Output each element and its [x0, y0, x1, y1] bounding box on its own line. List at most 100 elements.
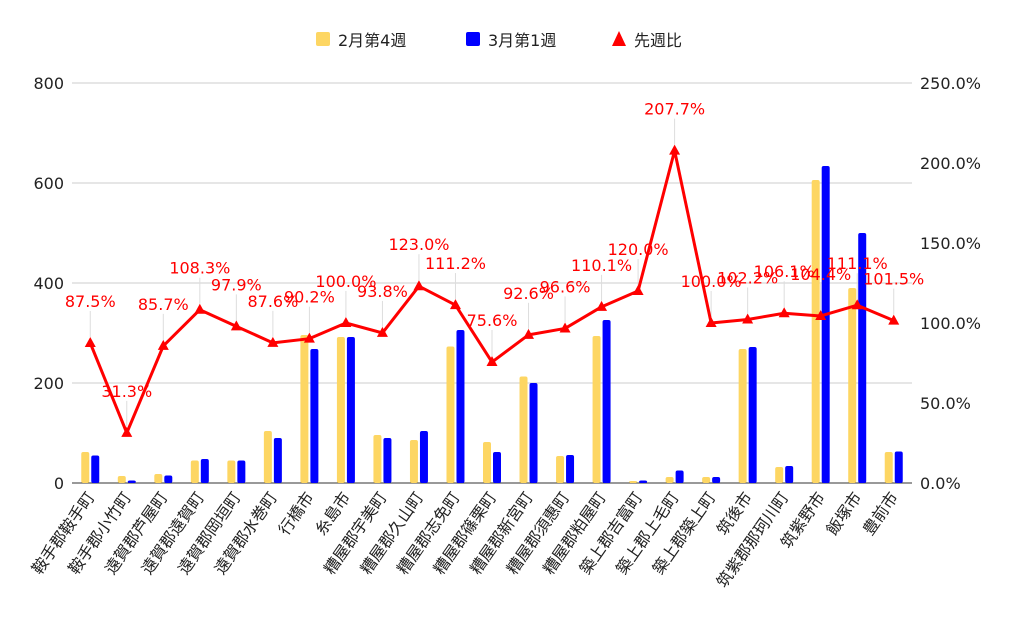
ratio-marker — [303, 332, 315, 343]
grid-lines — [72, 82, 912, 484]
bar-3月第1週 — [346, 337, 355, 483]
bar-2月第4週 — [592, 336, 601, 483]
ratio-data-label: 97.9% — [211, 275, 262, 294]
bar-3月第1週 — [639, 480, 648, 483]
bar-2月第4週 — [154, 474, 163, 483]
ratio-marker — [559, 322, 571, 333]
ratio-marker — [669, 144, 681, 155]
ratio-marker — [705, 317, 717, 327]
right-tick-label: 50.0% — [920, 394, 971, 413]
right-tick-label: 250.0% — [920, 74, 981, 93]
ratio-marker — [194, 303, 206, 314]
category-label: 飯塚市 — [822, 488, 865, 538]
bar-2月第4週 — [190, 460, 199, 483]
legend-triangle-icon — [612, 31, 626, 46]
bar-2月第4週 — [738, 349, 747, 483]
ratio-data-label: 102.2% — [717, 268, 778, 287]
ratio-data-label: 111.1% — [827, 254, 888, 273]
ratio-marker — [230, 320, 242, 331]
data-labels-group: 87.5%31.3%85.7%108.3%97.9%87.6%90.2%100.… — [65, 100, 924, 401]
left-tick-label: 800 — [33, 74, 64, 93]
bar-2月第4週 — [117, 476, 126, 483]
ratio-marker — [851, 299, 863, 310]
bar-3月第1週 — [419, 431, 428, 483]
right-tick-label: 200.0% — [920, 154, 981, 173]
ratio-marker — [778, 307, 790, 318]
category-label: 行橋市 — [275, 488, 318, 538]
bar-2月第4週 — [409, 440, 418, 483]
ratio-marker — [486, 356, 498, 367]
bar-3月第1週 — [200, 459, 209, 483]
bar-2月第4週 — [81, 452, 90, 483]
legend-swatch — [466, 32, 480, 46]
bar-3月第1週 — [127, 480, 136, 483]
label-leaders — [89, 118, 895, 427]
ratio-marker — [523, 328, 535, 339]
ratio-data-label: 120.0% — [608, 240, 669, 259]
ratio-data-label: 75.6% — [467, 311, 518, 330]
bar-3月第1週 — [164, 475, 173, 483]
bar-3月第1週 — [894, 451, 903, 483]
ratio-data-label: 87.6% — [247, 292, 298, 311]
left-tick-label: 200 — [33, 374, 64, 393]
bar-3月第1週 — [566, 455, 575, 483]
x-axis-labels: 鞍手郡鞍手町鞍手郡小竹町遠賀郡芦屋町遠賀郡遠賀町遠賀郡岡垣町遠賀郡水巻町行橋市糸… — [28, 488, 902, 591]
bar-3月第1週 — [858, 233, 867, 483]
ratio-data-label: 108.3% — [169, 259, 230, 278]
bar-2月第4週 — [775, 467, 784, 483]
ratio-marker — [815, 309, 827, 320]
bar-2月第4週 — [300, 335, 309, 483]
bar-2月第4週 — [556, 456, 565, 483]
legend-label: 2月第4週 — [338, 31, 406, 50]
right-axis-ticks: 0.0% 50.0% 100.0% 150.0% 200.0% 250.0% — [920, 74, 981, 493]
ratio-marker — [632, 285, 644, 295]
category-label: 豊前市 — [859, 488, 902, 538]
bar-2月第4週 — [848, 288, 857, 483]
ratio-marker — [596, 300, 608, 311]
ratio-data-label: 100.0% — [681, 272, 742, 291]
ratio-data-label: 85.7% — [138, 295, 189, 314]
ratio-marker — [413, 280, 425, 291]
ratio-marker — [121, 426, 133, 437]
bar-3月第1週 — [712, 477, 721, 483]
right-tick-label: 150.0% — [920, 234, 981, 253]
ratio-data-label: 92.6% — [503, 284, 554, 303]
legend-swatch — [316, 32, 330, 46]
bar-3月第1週 — [748, 347, 757, 483]
ratio-marker — [157, 339, 169, 350]
bar-3月第1週 — [456, 330, 465, 483]
ratio-data-label: 106.1% — [754, 262, 815, 281]
bars-group — [81, 166, 903, 483]
ratio-data-label: 96.6% — [540, 277, 591, 296]
bar-2月第4週 — [884, 452, 893, 483]
bar-2月第4週 — [702, 477, 711, 483]
left-tick-label: 0 — [54, 474, 64, 493]
ratio-marker — [449, 299, 461, 310]
bar-3月第1週 — [310, 349, 319, 483]
bar-2月第4週 — [483, 442, 491, 483]
bar-3月第1週 — [602, 320, 611, 483]
ratio-marker — [340, 317, 352, 327]
bar-3月第1週 — [237, 460, 246, 483]
bar-2月第4週 — [336, 337, 345, 483]
ratio-data-label: 207.7% — [644, 100, 705, 119]
bar-2月第4週 — [519, 376, 528, 483]
bar-3月第1週 — [821, 166, 830, 483]
ratio-data-label: 31.3% — [101, 382, 152, 401]
bar-2月第4週 — [446, 346, 455, 483]
legend-label: 先週比 — [634, 31, 682, 50]
ratio-data-label: 101.5% — [863, 270, 924, 289]
legend: 2月第4週 3月第1週 先週比 — [316, 31, 682, 50]
ratio-data-label: 100.0% — [315, 272, 376, 291]
left-axis-ticks: 0 200 400 600 800 — [33, 74, 64, 493]
ratio-data-label: 111.2% — [425, 254, 486, 273]
ratio-marker — [376, 326, 388, 337]
bar-2月第4週 — [811, 180, 820, 483]
left-tick-label: 400 — [33, 274, 64, 293]
ratio-data-label: 87.5% — [65, 292, 116, 311]
right-tick-label: 100.0% — [920, 314, 981, 333]
ratio-data-label: 104.4% — [790, 265, 851, 284]
right-tick-label: 0.0% — [920, 474, 961, 493]
